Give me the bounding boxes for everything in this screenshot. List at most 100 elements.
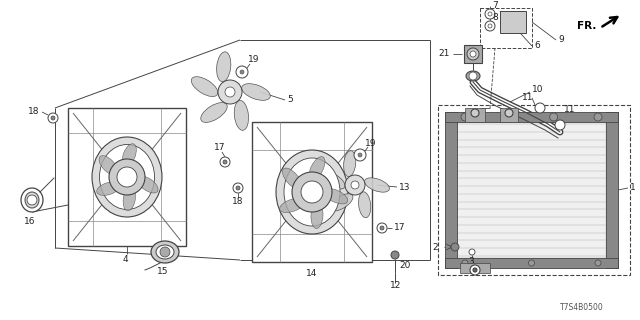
Text: 21: 21 [438, 50, 449, 59]
Circle shape [555, 120, 565, 130]
Circle shape [473, 268, 477, 272]
Text: 18: 18 [28, 108, 40, 116]
Text: 19: 19 [365, 139, 376, 148]
Ellipse shape [123, 187, 136, 211]
Bar [606, 112, 618, 268]
Circle shape [220, 157, 230, 167]
Ellipse shape [242, 84, 270, 100]
Circle shape [469, 249, 475, 255]
Ellipse shape [344, 151, 356, 177]
Text: 20: 20 [399, 260, 410, 269]
Circle shape [117, 167, 137, 187]
Ellipse shape [322, 172, 345, 189]
Text: 19: 19 [248, 55, 259, 65]
Circle shape [467, 48, 479, 60]
Ellipse shape [276, 150, 348, 234]
Circle shape [451, 243, 459, 251]
Bar [68, 108, 186, 246]
Ellipse shape [122, 144, 136, 166]
Circle shape [236, 66, 248, 78]
Text: 13: 13 [399, 182, 410, 191]
Circle shape [535, 103, 545, 113]
Circle shape [485, 9, 495, 19]
Ellipse shape [311, 203, 323, 228]
Circle shape [488, 12, 492, 16]
Text: 16: 16 [24, 218, 35, 227]
Circle shape [27, 195, 37, 205]
Circle shape [506, 113, 513, 121]
Ellipse shape [280, 198, 305, 212]
Ellipse shape [282, 168, 301, 189]
Circle shape [345, 175, 365, 195]
Circle shape [225, 87, 235, 97]
Bar [500, 11, 526, 33]
Text: 5: 5 [287, 95, 292, 105]
Text: 17: 17 [394, 223, 406, 233]
Text: 6: 6 [534, 42, 540, 51]
Text: 10: 10 [532, 85, 543, 94]
Bar [252, 122, 372, 262]
Text: 12: 12 [390, 281, 401, 290]
Circle shape [233, 183, 243, 193]
Bar [465, 108, 485, 122]
Text: 18: 18 [232, 197, 243, 206]
Ellipse shape [309, 156, 325, 180]
Text: 15: 15 [157, 268, 168, 276]
Ellipse shape [216, 52, 231, 82]
Circle shape [595, 260, 601, 266]
Ellipse shape [358, 192, 371, 218]
Ellipse shape [466, 71, 480, 81]
Ellipse shape [365, 178, 389, 192]
Bar [480, 8, 532, 48]
Text: 17: 17 [214, 143, 225, 153]
Ellipse shape [191, 77, 218, 97]
Ellipse shape [324, 188, 348, 204]
Ellipse shape [92, 137, 162, 217]
Circle shape [351, 181, 359, 189]
Circle shape [354, 149, 366, 161]
Circle shape [377, 223, 387, 233]
Ellipse shape [234, 100, 248, 130]
Circle shape [48, 113, 58, 123]
Bar [460, 263, 490, 273]
Circle shape [485, 21, 495, 31]
Circle shape [470, 265, 480, 275]
Circle shape [505, 109, 513, 117]
Bar [500, 108, 518, 122]
Text: 1: 1 [630, 183, 636, 193]
Circle shape [529, 260, 534, 266]
Circle shape [461, 113, 469, 121]
Ellipse shape [284, 158, 340, 226]
Ellipse shape [97, 182, 120, 196]
Text: 4: 4 [123, 255, 129, 265]
Circle shape [51, 116, 55, 120]
Bar [445, 112, 618, 122]
Text: 11: 11 [522, 93, 534, 102]
Ellipse shape [201, 103, 227, 123]
Ellipse shape [99, 156, 118, 175]
Circle shape [292, 172, 332, 212]
Circle shape [391, 251, 399, 259]
Bar [445, 258, 618, 268]
Circle shape [470, 51, 476, 57]
Bar [445, 112, 457, 268]
Circle shape [240, 70, 244, 74]
Circle shape [471, 109, 479, 117]
Text: 3: 3 [468, 258, 474, 267]
Circle shape [236, 186, 240, 190]
Circle shape [550, 113, 557, 121]
Circle shape [160, 247, 170, 257]
Ellipse shape [137, 176, 158, 193]
Bar [438, 105, 630, 275]
Circle shape [469, 72, 477, 80]
Text: 7: 7 [492, 2, 498, 11]
Circle shape [380, 226, 384, 230]
Text: 8: 8 [492, 13, 498, 22]
Text: 2: 2 [432, 243, 438, 252]
Circle shape [488, 24, 492, 28]
Circle shape [223, 160, 227, 164]
Bar [464, 45, 482, 63]
Text: 9: 9 [558, 36, 564, 44]
Circle shape [594, 113, 602, 121]
Text: T7S4B0500: T7S4B0500 [560, 303, 604, 313]
